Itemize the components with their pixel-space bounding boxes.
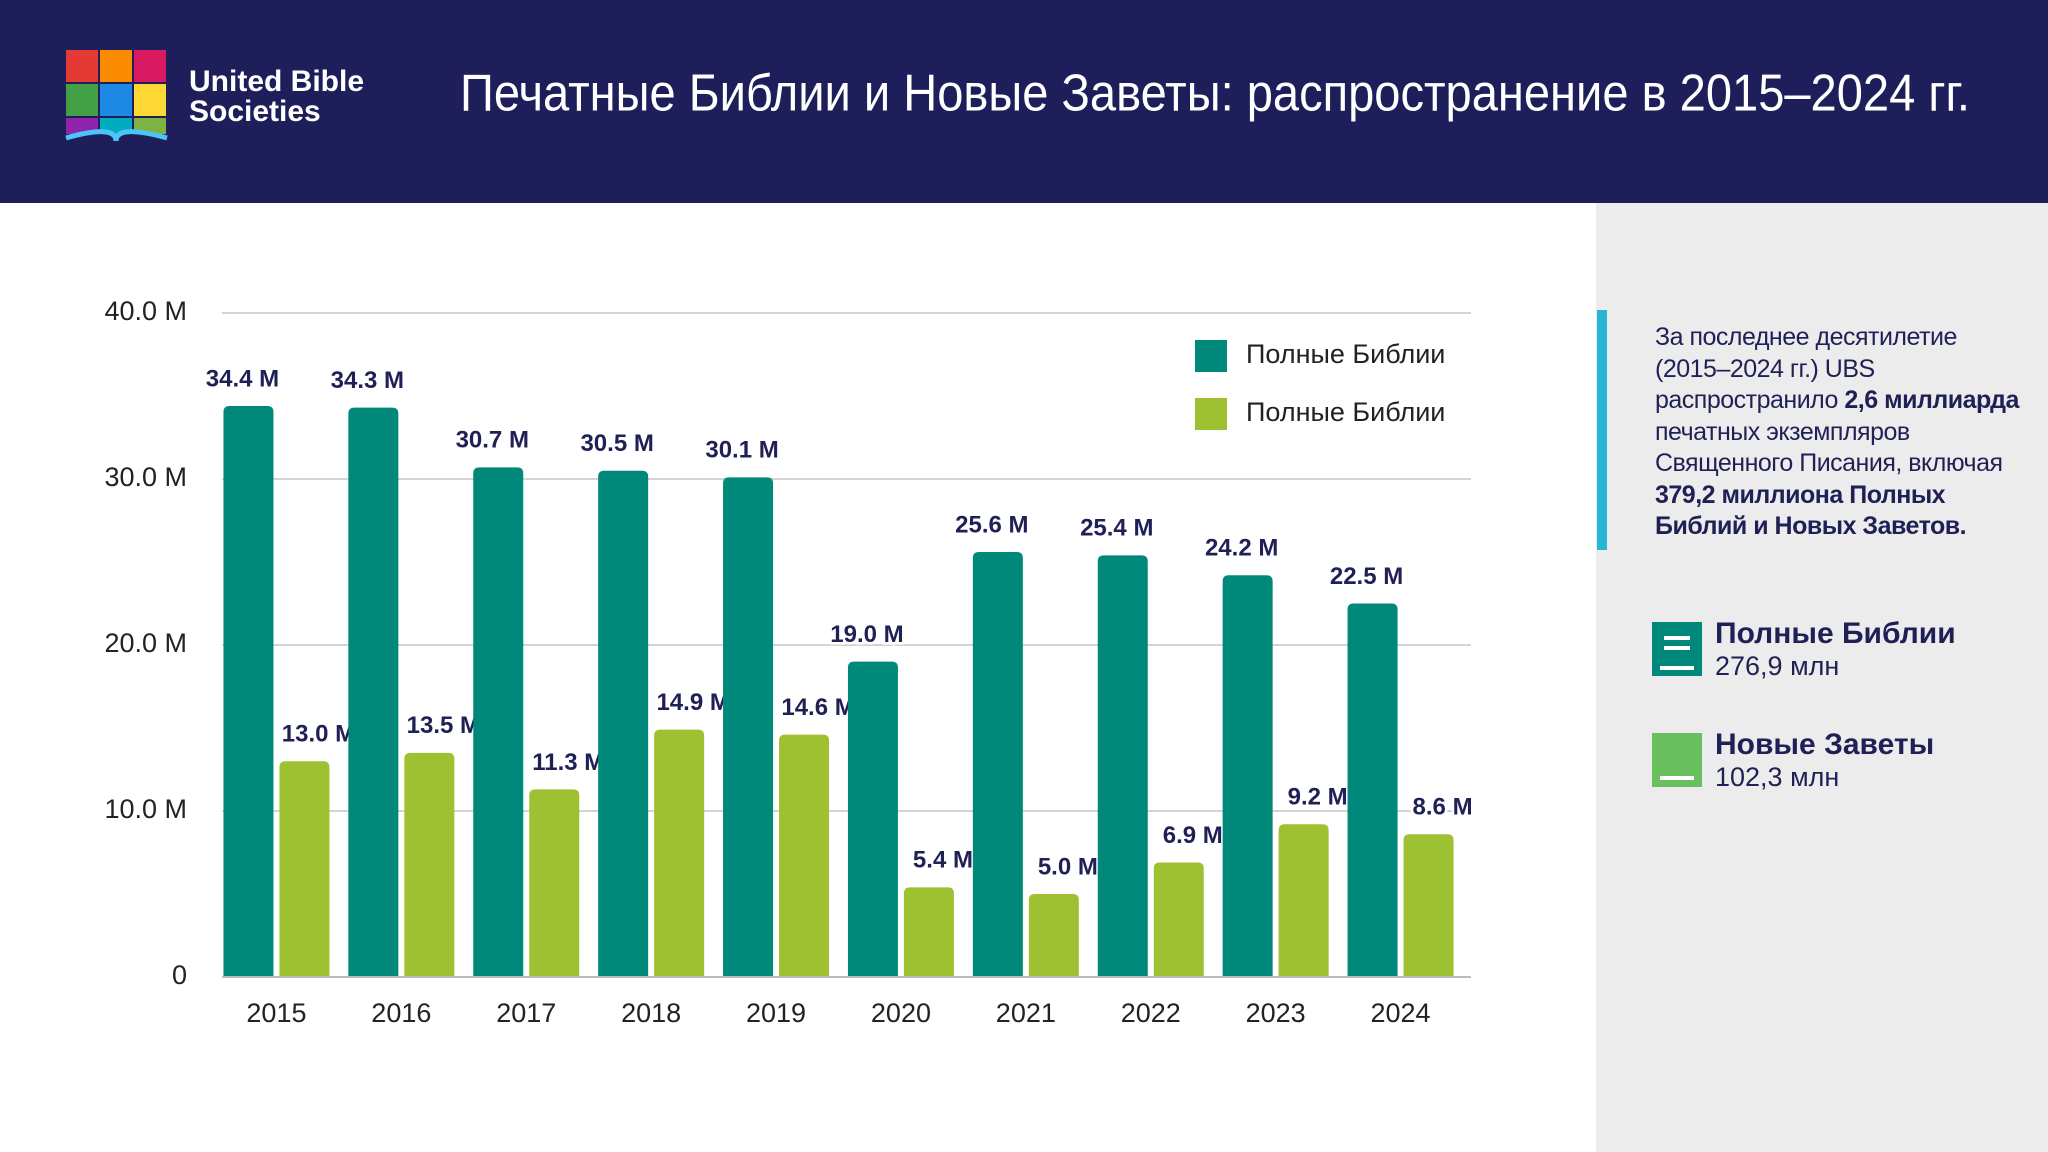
value-label: 14.6 M — [781, 694, 854, 721]
bar — [779, 734, 830, 977]
nt-icon — [1652, 733, 1702, 787]
stat: Новые Заветы 102,3 млн — [1715, 728, 1934, 792]
x-tick-label: 2023 — [1246, 998, 1306, 1028]
stat-value: 276,9 млн — [1715, 651, 1840, 681]
x-tick-label: 2015 — [246, 998, 306, 1028]
sidebar-part: 379,2 миллиона Полных Библий и Новых Зав… — [1655, 480, 1967, 541]
bar — [598, 470, 649, 977]
logo-text: Societies — [189, 95, 321, 128]
bar — [1097, 555, 1148, 977]
value-label: 30.7 M — [456, 427, 529, 454]
x-tick-label: 2019 — [746, 998, 806, 1028]
value-label: 22.5 M — [1330, 563, 1403, 590]
bar — [654, 729, 705, 977]
value-label: 34.3 M — [331, 367, 404, 394]
sidebar-part: 2,6 миллиарда — [1844, 386, 2019, 414]
bar — [1278, 824, 1329, 977]
x-tick-label: 2016 — [371, 998, 431, 1028]
value-label: 6.9 M — [1163, 822, 1223, 849]
x-tick-label: 2017 — [496, 998, 556, 1028]
x-tick-label: 2018 — [621, 998, 681, 1028]
bar — [903, 887, 954, 977]
value-label: 34.4 M — [206, 365, 279, 392]
bar — [1222, 575, 1273, 977]
header-bg — [0, 0, 2048, 203]
bar — [348, 407, 399, 977]
x-tick-label: 2022 — [1121, 998, 1181, 1028]
value-label: 8.6 M — [1413, 794, 1473, 821]
bar — [1153, 862, 1204, 977]
bar — [223, 405, 274, 978]
legend-swatch — [1195, 340, 1227, 372]
value-label: 19.0 M — [830, 621, 903, 648]
value-label: 13.0 M — [282, 721, 355, 748]
value-label: 24.2 M — [1205, 535, 1278, 562]
stat-value: 102,3 млн — [1715, 762, 1840, 792]
logo — [65, 50, 168, 142]
legend-label: Полные Библии — [1246, 339, 1445, 369]
accent-bar — [1597, 310, 1607, 550]
bar — [723, 477, 774, 977]
logo-text: United Bible — [189, 65, 364, 98]
sidebar-text: За последнее десятилетие (2015–2024 гг.)… — [1655, 322, 2035, 543]
stat-label: Полные Библии — [1715, 617, 1956, 650]
bar — [1403, 834, 1454, 977]
y-tick-label: 30.0 M — [104, 462, 187, 492]
value-label: 14.9 M — [656, 689, 729, 716]
sidebar-part: печатных экземпляров Священного Писания,… — [1655, 417, 2003, 478]
bar — [279, 761, 330, 977]
bar — [972, 552, 1023, 977]
value-label: 30.1 M — [705, 437, 778, 464]
bar — [847, 661, 898, 977]
bible-icon-lines — [1660, 636, 1694, 670]
y-tick-label: 20.0 M — [104, 628, 187, 658]
y-tick-label: 40.0 M — [104, 296, 187, 326]
value-label: 30.5 M — [580, 430, 653, 457]
bar — [1347, 603, 1398, 977]
y-tick-label: 10.0 M — [104, 794, 187, 824]
bar — [529, 789, 580, 977]
x-tick-label: 2024 — [1371, 998, 1431, 1028]
value-label: 5.0 M — [1038, 853, 1098, 880]
value-label: 9.2 M — [1288, 784, 1348, 811]
y-tick-label: 0 — [172, 960, 187, 990]
value-label: 5.4 M — [913, 847, 973, 874]
sidebar-part: За последнее десятилетие (2015–2024 гг.)… — [1655, 323, 1957, 414]
legend-swatch — [1195, 398, 1227, 430]
sidebar-bg — [1596, 203, 2048, 1152]
legend-label: Полные Библии — [1246, 397, 1445, 427]
stat-label: Новые Заветы — [1715, 728, 1935, 761]
bar — [1028, 894, 1079, 977]
x-tick-label: 2021 — [996, 998, 1056, 1028]
value-label: 25.6 M — [955, 511, 1028, 538]
stat: Полные Библии 276,9 млн — [1715, 617, 1956, 681]
chart-title: Печатные Библии и Новые Заветы: распрост… — [460, 65, 1970, 123]
x-tick-label: 2020 — [871, 998, 931, 1028]
bar — [473, 467, 524, 977]
value-label: 25.4 M — [1080, 515, 1153, 542]
bar — [404, 752, 455, 977]
value-label: 11.3 M — [532, 749, 604, 776]
value-label: 13.5 M — [407, 712, 480, 739]
